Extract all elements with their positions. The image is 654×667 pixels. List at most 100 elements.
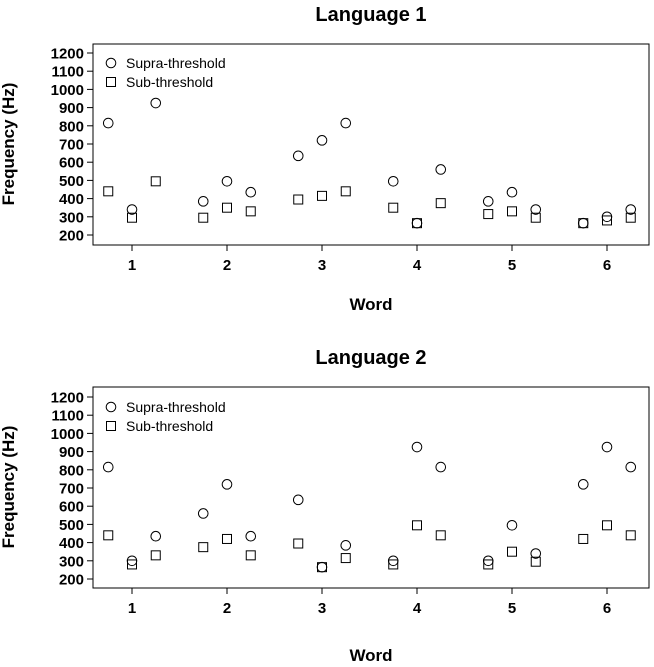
x-tick-label: 2 (223, 257, 231, 274)
sub-threshold-point (578, 533, 589, 544)
supra-threshold-point (340, 540, 352, 551)
supra-threshold-point (316, 135, 328, 146)
sub-threshold-point (388, 202, 399, 213)
legend-square-marker (106, 77, 116, 87)
y-tick-label: 700 (59, 481, 84, 498)
supra-threshold-point (435, 461, 447, 473)
y-tick-label: 300 (59, 553, 84, 570)
supra-threshold-point (197, 508, 209, 519)
y-tick-label: 400 (59, 535, 84, 552)
supra-threshold-point (530, 204, 542, 215)
y-tick-label: 500 (59, 173, 84, 190)
sub-threshold-point (435, 530, 446, 541)
chart-panel-language-2: Language 2 20030040050060070080090010001… (0, 347, 650, 665)
x-axis-label: Word (349, 295, 392, 314)
x-tick-label: 1 (128, 600, 136, 617)
sub-threshold-point (483, 559, 494, 570)
x-tick-label: 6 (603, 257, 611, 274)
sub-threshold-point (483, 209, 494, 220)
sub-threshold-point (198, 212, 209, 223)
x-tick-label: 5 (508, 257, 516, 274)
sub-threshold-point (578, 218, 589, 229)
y-axis-label: Frequency (Hz) (0, 83, 18, 206)
sub-threshold-point (435, 198, 446, 209)
y-tick-label: 1200 (51, 46, 84, 63)
y-tick-label: 1100 (51, 64, 84, 81)
supra-threshold-point (577, 479, 589, 490)
y-tick-label: 1200 (51, 390, 84, 407)
supra-threshold-point (435, 164, 447, 175)
y-tick-label: 200 (59, 228, 84, 245)
legend: Supra-threshold Sub-threshold (105, 399, 226, 434)
sub-threshold-point (340, 186, 351, 197)
y-tick-label: 400 (59, 191, 84, 208)
supra-threshold-point (601, 211, 613, 223)
supra-threshold-point (482, 196, 494, 207)
sub-threshold-point (602, 520, 612, 531)
supra-threshold-point (150, 97, 162, 109)
supra-threshold-point (530, 548, 542, 559)
y-tick-label: 1000 (51, 426, 84, 443)
y-tick-label: 1000 (51, 82, 84, 99)
supra-threshold-point (292, 494, 304, 506)
supra-threshold-point (506, 186, 518, 198)
supra-threshold-point (126, 555, 138, 567)
chart-title: Language 2 (315, 347, 426, 369)
supra-threshold-point (245, 186, 257, 198)
supra-threshold-point (411, 217, 423, 229)
x-tick-label: 2 (223, 600, 231, 617)
sub-threshold-point (412, 520, 422, 531)
chart-title: Language 1 (315, 4, 426, 26)
sub-threshold-point (507, 546, 517, 557)
supra-threshold-point (292, 150, 304, 162)
supra-threshold-point (506, 520, 518, 531)
y-axis-label: Frequency (Hz) (0, 426, 18, 549)
supra-threshold-point (482, 555, 494, 567)
y-tick-label: 500 (59, 517, 84, 534)
sub-threshold-point (222, 202, 232, 213)
x-tick-label: 4 (413, 600, 422, 617)
x-tick-label: 6 (603, 600, 611, 617)
y-tick-label: 900 (59, 444, 84, 461)
legend-circle-marker (105, 57, 117, 69)
sub-threshold-point (625, 530, 636, 541)
supra-threshold-point (221, 176, 233, 187)
sub-threshold-point (530, 212, 541, 223)
legend-label-supra-threshold: Supra-threshold (126, 399, 226, 415)
y-tick-label: 800 (59, 118, 84, 135)
data-marks (102, 97, 637, 229)
legend-label-sub-threshold: Sub-threshold (126, 74, 213, 90)
sub-threshold-point (245, 550, 256, 561)
y-tick-label: 600 (59, 499, 84, 516)
x-axis-label: Word (349, 646, 392, 665)
sub-threshold-point (127, 212, 137, 223)
y-tick-label: 1100 (51, 408, 84, 425)
sub-threshold-point (530, 556, 541, 567)
legend-circle-marker (105, 401, 117, 413)
sub-threshold-point (150, 176, 161, 187)
supra-threshold-point (387, 176, 399, 187)
sub-threshold-point (198, 542, 209, 553)
sub-threshold-point (340, 553, 351, 564)
supra-threshold-point (601, 441, 613, 453)
sub-threshold-point (625, 212, 636, 223)
sub-threshold-point (412, 218, 422, 229)
y-tick-label: 900 (59, 100, 84, 117)
supra-threshold-point (387, 555, 399, 567)
chart-panel-language-1: Language 1 20030040050060070080090010001… (0, 4, 650, 314)
sub-threshold-point (103, 530, 114, 541)
supra-threshold-point (316, 561, 328, 573)
y-tick-label: 300 (59, 209, 84, 226)
legend-label-supra-threshold: Supra-threshold (126, 55, 226, 71)
y-tick-label: 800 (59, 462, 84, 479)
sub-threshold-point (127, 559, 137, 570)
x-tick-label: 5 (508, 600, 516, 617)
supra-threshold-point (126, 204, 138, 215)
x-tick-label: 4 (413, 257, 422, 274)
supra-threshold-point (411, 441, 423, 453)
sub-threshold-point (293, 194, 304, 205)
supra-threshold-point (221, 479, 233, 490)
sub-threshold-point (245, 206, 256, 217)
